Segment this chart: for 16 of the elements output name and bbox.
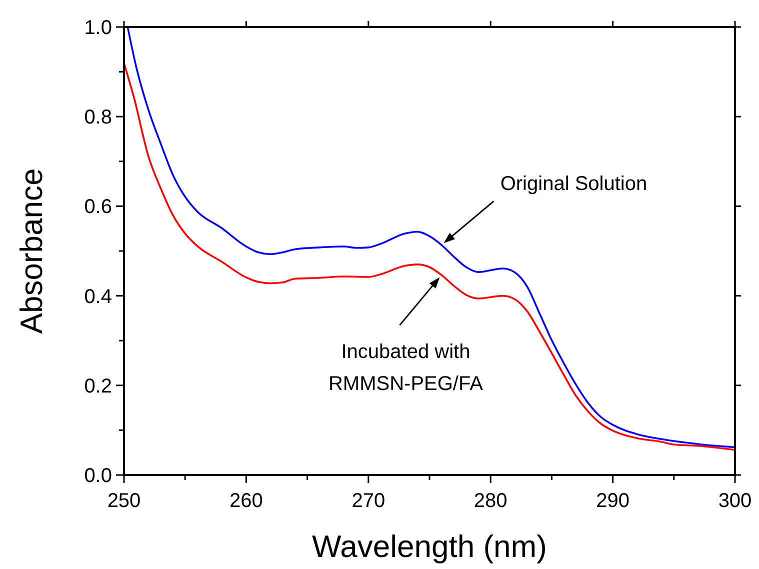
y-tick-label: 0.4 [84,286,112,308]
x-tick-label: 290 [596,490,630,512]
y-tick-label: 0.6 [84,196,112,218]
y-tick-label: 0.8 [84,106,112,129]
x-tick-label: 260 [230,490,263,512]
x-tick-label: 280 [474,490,508,512]
x-axis-title: Wavelength (nm) [312,529,547,564]
annotation: Incubated with RMMSN-PEG/FA [328,341,484,396]
y-tick-label: 0.0 [84,465,112,487]
y-axis-title: Absorbance [14,168,49,334]
x-tick-label: 270 [352,490,386,512]
x-tick-label: 250 [107,490,141,512]
y-tick-label: 1.0 [84,17,112,39]
annotation: Original Solution [500,173,648,196]
y-tick-label: 0.2 [84,375,112,398]
x-tick-label: 300 [718,490,752,512]
